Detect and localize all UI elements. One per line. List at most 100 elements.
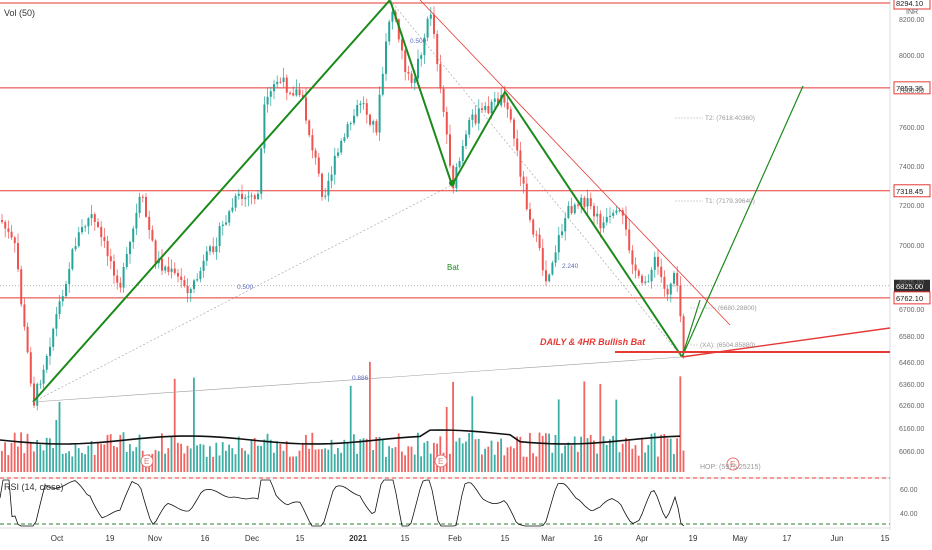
volume-bar — [33, 451, 35, 472]
volume-bar — [138, 434, 141, 472]
volume-bar — [103, 444, 106, 472]
volume-bar — [122, 432, 125, 472]
candle-body — [538, 234, 541, 249]
candle-body — [276, 81, 279, 85]
volume-bar — [42, 450, 45, 472]
candle-body — [305, 97, 307, 121]
volume-bar — [186, 445, 189, 472]
candle-body — [257, 193, 259, 200]
candle-body — [625, 215, 627, 230]
candle-body — [212, 246, 215, 253]
candle-body — [404, 50, 407, 72]
candle-body — [103, 237, 106, 241]
candle-body — [180, 276, 183, 281]
candle-body — [279, 81, 282, 83]
candle-body — [84, 226, 87, 228]
candle-body — [369, 114, 371, 125]
candle-body — [253, 195, 256, 200]
volume-bar — [177, 442, 179, 472]
candle-body — [474, 114, 477, 124]
volume-bar — [273, 452, 275, 472]
candle-body — [285, 77, 288, 93]
candle-body — [39, 383, 42, 385]
volume-bar — [493, 454, 496, 472]
candle-body — [340, 140, 343, 153]
earnings-marker — [434, 454, 448, 468]
candle-body — [663, 276, 666, 289]
candle-body — [349, 123, 352, 125]
price-tick-label: 8200.00 — [899, 17, 924, 24]
volume-bar — [135, 447, 138, 472]
volume-bar — [119, 434, 122, 472]
volume-bar — [173, 378, 176, 472]
candle-body — [615, 210, 618, 213]
x-tick-label: 17 — [783, 534, 792, 543]
target-label: (XA): (6504.85880) — [700, 342, 755, 349]
candle-body — [81, 227, 83, 233]
volume-bar — [225, 450, 227, 472]
candle-body — [602, 222, 605, 229]
candle-body — [567, 205, 570, 219]
volume-bar — [343, 439, 346, 472]
candle-body — [436, 33, 439, 65]
volume-bar — [164, 453, 166, 472]
price-level-label: 6825.00 — [896, 282, 923, 291]
candle-body — [410, 73, 413, 83]
candle-body — [167, 266, 170, 272]
candle-body — [561, 231, 563, 236]
price-level-box — [893, 81, 931, 95]
volume-bar — [321, 449, 323, 472]
volume-bar — [314, 449, 317, 472]
candle-body — [266, 96, 269, 105]
x-tick-label: Apr — [636, 534, 649, 543]
candle-body — [359, 103, 362, 106]
candle-body — [503, 95, 506, 103]
candle-body — [609, 215, 611, 217]
volume-bar — [20, 432, 22, 472]
volume-bar — [81, 452, 83, 472]
candle-body — [116, 275, 119, 283]
candle-body — [215, 246, 218, 253]
price-tick-label: 7400.00 — [899, 164, 924, 171]
candle-body — [593, 206, 595, 217]
candle-body — [337, 152, 339, 156]
candle-body — [4, 221, 7, 229]
candle-body — [391, 11, 394, 22]
volume-bar — [10, 442, 13, 472]
candle-body — [250, 195, 253, 197]
volume-bar — [682, 450, 685, 472]
candle-body — [465, 134, 467, 146]
volume-bar — [237, 436, 240, 472]
candle-body — [311, 135, 314, 151]
volume-bar — [586, 438, 589, 472]
volume-bar — [359, 439, 362, 472]
candle-body — [634, 264, 637, 271]
candle-body — [74, 246, 77, 250]
volume-moving-average — [0, 429, 681, 445]
price-tick-label: 6460.00 — [899, 360, 924, 367]
candle-body — [445, 111, 448, 135]
volume-bar — [401, 451, 403, 472]
candle-body — [317, 157, 320, 174]
candle-body — [145, 196, 147, 217]
candle-body — [141, 196, 144, 198]
volume-bar — [167, 448, 170, 472]
candle-body — [570, 205, 573, 214]
candle-body — [55, 314, 58, 329]
volume-bar — [519, 436, 522, 472]
candle-body — [644, 281, 647, 283]
volume-bar — [561, 453, 563, 472]
x-tick-label: 15 — [296, 534, 305, 543]
volume-bar — [679, 376, 682, 472]
price-level-box — [893, 184, 931, 198]
volume-bar — [529, 432, 531, 472]
volume-bar — [410, 446, 413, 472]
candle-body — [461, 145, 464, 161]
volume-bar — [228, 444, 230, 472]
candle-body — [554, 252, 557, 263]
candle-body — [481, 108, 483, 111]
volume-bar — [52, 448, 54, 472]
candle-body — [173, 268, 176, 273]
volume-bar — [660, 434, 662, 472]
